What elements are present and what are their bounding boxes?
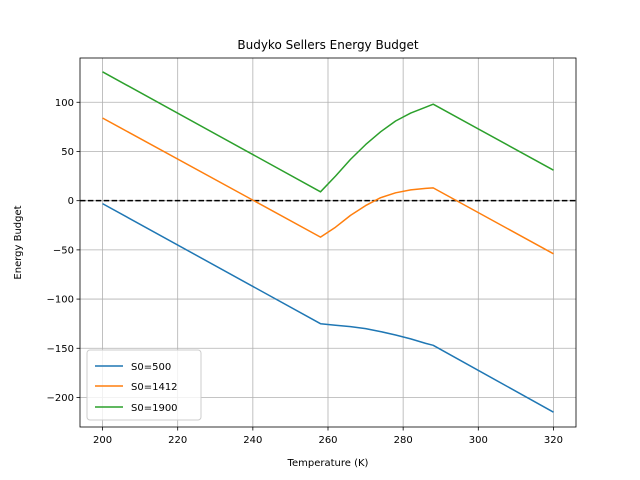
ticks: 200 220 240 260 280 300 320 −200 −150 −100 −50 0 50 1…	[47, 98, 563, 446]
legend-box	[86, 349, 202, 421]
series-layer	[80, 71, 576, 413]
legend-label-s0-1412: S0=1412	[131, 382, 178, 393]
legend-label-s0-500: S0=500	[131, 362, 171, 373]
series-line-s0-1412	[102, 117, 554, 255]
x-tick-label: 220	[168, 435, 187, 446]
x-tick-label: 300	[469, 435, 488, 446]
y-tick-label: −150	[47, 344, 74, 355]
y-tick-label: −100	[47, 295, 74, 306]
x-axis-label: Temperature (K)	[287, 458, 369, 469]
y-tick-label: −50	[53, 245, 74, 256]
y-tick-label: −200	[47, 393, 74, 404]
x-tick-label: 200	[93, 435, 112, 446]
plot-frame	[79, 57, 577, 428]
x-tick-label: 240	[243, 435, 262, 446]
x-tick-label: 280	[394, 435, 413, 446]
y-tick-label: 50	[61, 147, 74, 158]
series-line-s0-1900	[102, 71, 554, 193]
legend: S0=500 S0=1412 S0=1900	[86, 349, 202, 421]
y-axis-label: Energy Budget	[13, 205, 24, 279]
x-tick-label: 320	[544, 435, 563, 446]
legend-label-s0-1900: S0=1900	[131, 403, 178, 414]
y-tick-label: 0	[68, 196, 74, 207]
series-line-s0-500	[102, 202, 554, 413]
y-tick-label: 100	[55, 98, 74, 109]
x-tick-label: 260	[318, 435, 337, 446]
chart-title: Budyko Sellers Energy Budget	[237, 38, 419, 52]
